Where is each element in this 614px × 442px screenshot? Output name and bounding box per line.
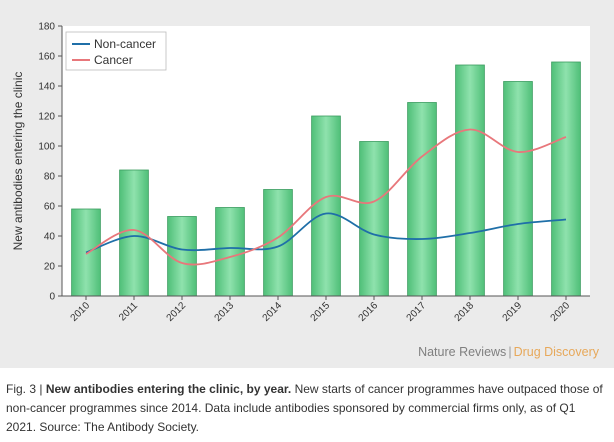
bars-layer [71,61,581,297]
x-tick-label: 2020 [549,300,573,324]
x-tick-label: 2013 [213,300,237,324]
y-tick-label: 60 [44,202,56,213]
credit-separator: | [508,345,512,359]
line-cancer [85,128,567,266]
bar-2018 [455,64,485,297]
x-tick-label: 2017 [405,300,429,324]
bar-2017 [407,102,437,297]
line-non-cancer [85,212,567,254]
y-tick-label: 40 [44,232,56,243]
x-tick-label: 2012 [165,300,189,324]
y-tick-label: 120 [38,112,55,123]
y-tick-label: 80 [44,172,56,183]
caption-text: New starts of cancer programmes have out… [6,382,603,434]
x-tick-label: 2011 [117,300,140,323]
y-tick-label: 140 [38,82,55,93]
publisher-credit: Nature Reviews | Drug Discovery [418,345,599,359]
chart: New antibodies entering the clinic 0 20 40… [11,22,590,324]
bar-2016 [359,141,389,297]
bar-2019 [503,81,533,297]
figure-panel: New antibodies entering the clinic 0 20 40… [0,0,614,368]
bar-2013 [215,207,245,297]
bar-2020 [551,61,581,297]
bar-2012 [167,216,197,297]
y-axis-title: New antibodies entering the clinic [11,72,25,251]
legend-label-cancer: Cancer [94,53,133,67]
legend-label-non-cancer: Non-cancer [94,37,156,51]
x-tick-label: 2014 [261,300,285,324]
legend-box [65,31,167,71]
x-tick-label: 2019 [501,300,525,324]
figure-caption: Fig. 3 | New antibodies entering the cli… [6,380,606,437]
caption-label: Fig. 3 | [6,382,43,396]
lines-layer [85,128,567,266]
credit-source: Nature Reviews [418,345,507,359]
y-tick-label: 100 [38,142,55,153]
x-tick-label: 2010 [69,300,93,324]
y-tick-label: 20 [44,262,56,273]
y-tick-label: 180 [38,22,55,33]
legend: Non-cancer Cancer [65,31,167,71]
x-tick-label: 2016 [357,300,381,324]
credit-journal: Drug Discovery [513,345,599,359]
y-tick-label: 160 [38,52,55,63]
x-tick-label: 2015 [309,300,333,324]
bar-2015 [311,115,341,297]
x-tick-label: 2018 [453,300,477,324]
y-tick-label: 0 [49,292,55,303]
caption-title: New antibodies entering the clinic, by y… [45,382,292,396]
